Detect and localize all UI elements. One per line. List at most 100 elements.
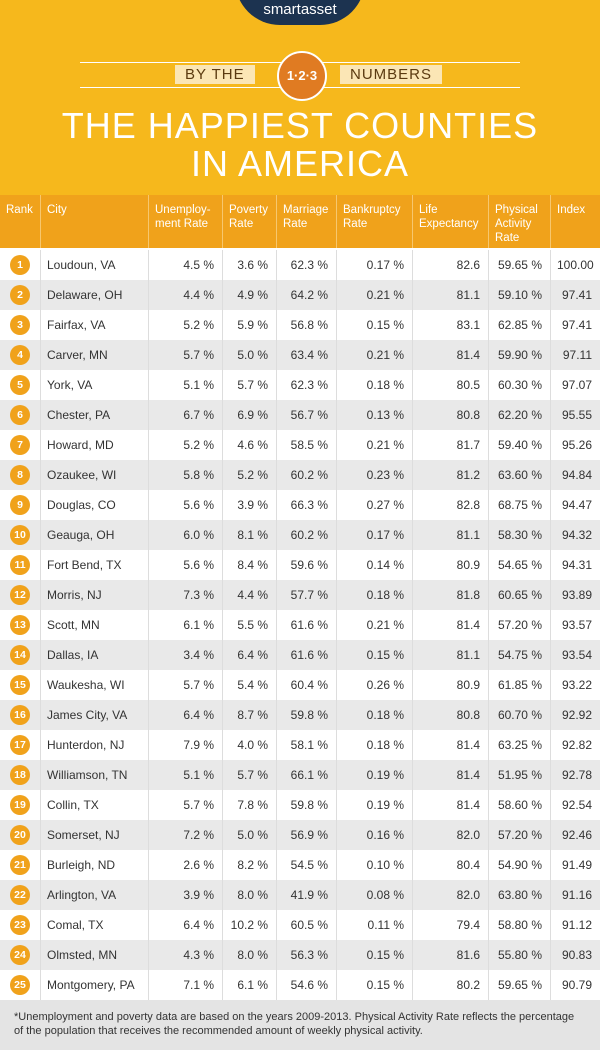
value-cell: 91.49 [550, 850, 600, 880]
value-cell: 81.4 [412, 730, 488, 760]
value-cell: 0.15 % [336, 970, 412, 1000]
value-cell: 60.5 % [276, 910, 336, 940]
value-cell: 5.2 % [148, 310, 222, 340]
value-cell: 58.1 % [276, 730, 336, 760]
value-cell: 0.10 % [336, 850, 412, 880]
title-line: THE HAPPIEST COUNTIES [61, 105, 539, 146]
title-line: IN AMERICA [190, 143, 410, 184]
city-cell: Douglas, CO [40, 490, 148, 520]
value-cell: 0.21 % [336, 610, 412, 640]
rank-cell: 9 [0, 490, 40, 520]
table-row: 7 Howard, MD 5.2 % 4.6 % 58.5 % 0.21 % 81.7 59.… [0, 430, 600, 460]
table-header: Rank City Unemploy-ment Rate Poverty Rate Ma… [0, 195, 600, 248]
value-cell: 57.20 % [488, 610, 550, 640]
banner-badge: 1·2·3 [277, 51, 327, 101]
rank-badge: 15 [10, 675, 30, 695]
rank-badge: 24 [10, 945, 30, 965]
value-cell: 5.0 % [222, 340, 276, 370]
rank-badge: 13 [10, 615, 30, 635]
rank-badge: 4 [10, 345, 30, 365]
value-cell: 0.26 % [336, 670, 412, 700]
value-cell: 8.0 % [222, 880, 276, 910]
value-cell: 5.2 % [148, 430, 222, 460]
value-cell: 4.0 % [222, 730, 276, 760]
city-cell: Arlington, VA [40, 880, 148, 910]
logo[interactable]: smartasset [235, 0, 365, 25]
value-cell: 81.4 [412, 340, 488, 370]
value-cell: 92.82 [550, 730, 600, 760]
value-cell: 57.20 % [488, 820, 550, 850]
value-cell: 95.55 [550, 400, 600, 430]
city-cell: Ozaukee, WI [40, 460, 148, 490]
value-cell: 91.16 [550, 880, 600, 910]
city-cell: Comal, TX [40, 910, 148, 940]
value-cell: 93.89 [550, 580, 600, 610]
rank-cell: 2 [0, 280, 40, 310]
rank-badge: 10 [10, 525, 30, 545]
value-cell: 5.1 % [148, 370, 222, 400]
rank-cell: 6 [0, 400, 40, 430]
value-cell: 97.41 [550, 280, 600, 310]
value-cell: 7.1 % [148, 970, 222, 1000]
value-cell: 58.60 % [488, 790, 550, 820]
value-cell: 4.4 % [222, 580, 276, 610]
rank-cell: 7 [0, 430, 40, 460]
table-row: 10 Geauga, OH 6.0 % 8.1 % 60.2 % 0.17 % 81.1 58… [0, 520, 600, 550]
value-cell: 92.54 [550, 790, 600, 820]
rank-cell: 15 [0, 670, 40, 700]
value-cell: 7.3 % [148, 580, 222, 610]
value-cell: 5.2 % [222, 460, 276, 490]
value-cell: 10.2 % [222, 910, 276, 940]
value-cell: 58.80 % [488, 910, 550, 940]
value-cell: 95.26 [550, 430, 600, 460]
value-cell: 59.65 % [488, 970, 550, 1000]
table-row: 16 James City, VA 6.4 % 8.7 % 59.8 % 0.18 % 80… [0, 700, 600, 730]
value-cell: 0.18 % [336, 370, 412, 400]
table-row: 2 Delaware, OH 4.4 % 4.9 % 64.2 % 0.21 % 81.1 5… [0, 280, 600, 310]
table-row: 6 Chester, PA 6.7 % 6.9 % 56.7 % 0.13 % 80.8 62… [0, 400, 600, 430]
city-cell: Loudoun, VA [40, 250, 148, 280]
rank-badge: 9 [10, 495, 30, 515]
city-cell: Williamson, TN [40, 760, 148, 790]
value-cell: 100.00 [550, 250, 600, 280]
value-cell: 81.1 [412, 640, 488, 670]
table-row: 24 Olmsted, MN 4.3 % 8.0 % 56.3 % 0.15 % 81.6 5… [0, 940, 600, 970]
table-row: 20 Somerset, NJ 7.2 % 5.0 % 56.9 % 0.16 % 82.0… [0, 820, 600, 850]
value-cell: 79.4 [412, 910, 488, 940]
city-cell: Hunterdon, NJ [40, 730, 148, 760]
city-cell: Collin, TX [40, 790, 148, 820]
value-cell: 62.3 % [276, 370, 336, 400]
value-cell: 57.7 % [276, 580, 336, 610]
value-cell: 81.1 [412, 280, 488, 310]
rank-badge: 12 [10, 585, 30, 605]
value-cell: 0.18 % [336, 730, 412, 760]
value-cell: 62.20 % [488, 400, 550, 430]
value-cell: 55.80 % [488, 940, 550, 970]
rank-cell: 20 [0, 820, 40, 850]
value-cell: 6.9 % [222, 400, 276, 430]
value-cell: 80.5 [412, 370, 488, 400]
value-cell: 81.7 [412, 430, 488, 460]
value-cell: 8.7 % [222, 700, 276, 730]
value-cell: 5.5 % [222, 610, 276, 640]
rank-cell: 24 [0, 940, 40, 970]
value-cell: 94.32 [550, 520, 600, 550]
column-header: Index [550, 195, 600, 248]
value-cell: 8.4 % [222, 550, 276, 580]
value-cell: 5.6 % [148, 490, 222, 520]
value-cell: 8.1 % [222, 520, 276, 550]
value-cell: 60.65 % [488, 580, 550, 610]
value-cell: 4.3 % [148, 940, 222, 970]
rank-cell: 3 [0, 310, 40, 340]
table-row: 5 York, VA 5.1 % 5.7 % 62.3 % 0.18 % 80.5 60.30… [0, 370, 600, 400]
city-cell: Fort Bend, TX [40, 550, 148, 580]
column-header: Physical Activity Rate [488, 195, 550, 248]
column-header: Marriage Rate [276, 195, 336, 248]
value-cell: 93.22 [550, 670, 600, 700]
value-cell: 60.4 % [276, 670, 336, 700]
value-cell: 59.8 % [276, 790, 336, 820]
value-cell: 97.41 [550, 310, 600, 340]
table-row: 15 Waukesha, WI 5.7 % 5.4 % 60.4 % 0.26 % 80.9… [0, 670, 600, 700]
city-cell: Scott, MN [40, 610, 148, 640]
